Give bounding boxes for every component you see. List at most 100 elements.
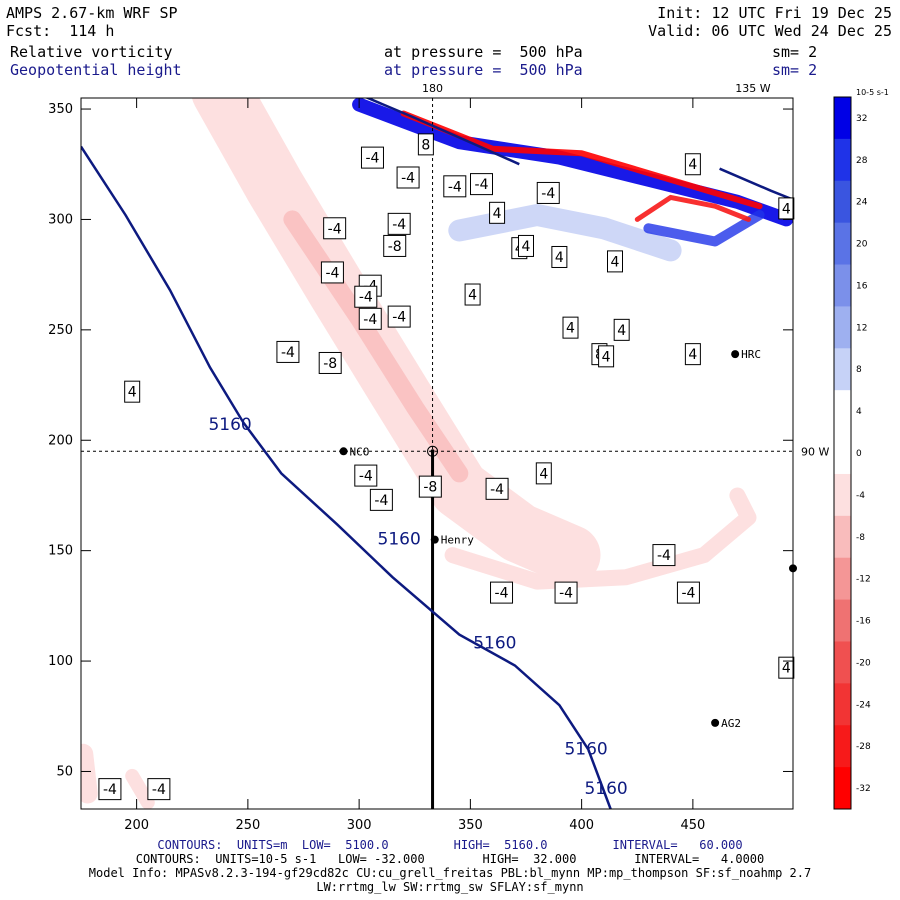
- colorbar-swatch: [834, 306, 851, 349]
- colorbar-swatch: [834, 138, 851, 182]
- top-label-180: 180: [422, 82, 443, 95]
- colorbar-level-label: 24: [856, 198, 868, 208]
- colorbar-swatch: [834, 473, 851, 517]
- vorticity-label-box: [354, 464, 378, 487]
- forecast-hour: Fcst: 114 h: [6, 22, 115, 40]
- vorticity-label-box: [124, 380, 141, 403]
- vorticity-label-box: [485, 477, 509, 500]
- vorticity-contour-label: 8: [421, 137, 430, 153]
- field2-smoothing: sm= 2: [772, 61, 818, 79]
- vorticity-contour-label: 4: [493, 206, 502, 222]
- init-time: Init: 12 UTC Fri 19 Dec 25: [657, 4, 892, 22]
- model-title: AMPS 2.67-km WRF SP: [6, 4, 178, 22]
- vorticity-contour-label: -4: [363, 312, 377, 328]
- vorticity-contour-label: 4: [555, 250, 564, 266]
- vorticity-label-box: [354, 285, 378, 308]
- station-label: Henry: [441, 534, 474, 547]
- vorticity-contour-label: 4: [611, 254, 620, 270]
- vorticity-band: [634, 194, 751, 222]
- height-contour-5160: [719, 167, 793, 201]
- height-contour-label: 5160: [378, 530, 421, 550]
- vorticity-contour-label: -4: [490, 482, 504, 498]
- vorticity-contour-label: -8: [423, 480, 437, 496]
- vorticity-contour-label: 4: [468, 288, 477, 304]
- vorticity-contour-label: -4: [365, 151, 379, 167]
- vorticity-label-box: [518, 234, 534, 257]
- footer-height-contours: CONTOURS: UNITS=m LOW= 5100.0 HIGH= 5160…: [157, 838, 743, 852]
- station-marker: [339, 447, 348, 456]
- vorticity-label-box: [613, 318, 630, 341]
- vorticity-label-box: [417, 133, 434, 156]
- colorbar-swatch: [834, 557, 851, 601]
- vorticity-band: [283, 210, 469, 483]
- colorbar-level-label: 8: [856, 365, 862, 375]
- vorticity-contour-label: -4: [559, 586, 573, 602]
- colorbar-swatch: [834, 97, 851, 140]
- x-tick-label: 350: [458, 818, 483, 833]
- colorbar-level-label: 0: [856, 449, 862, 459]
- vorticity-contour-label: -4: [374, 493, 388, 509]
- vorticity-contour-label: 4: [782, 201, 791, 217]
- vorticity-contour-label: -4: [448, 179, 462, 195]
- vorticity-band: [444, 487, 757, 590]
- height-contour-label: 5160: [208, 415, 251, 435]
- station-marker: [731, 350, 740, 359]
- colorbar-swatch: [834, 767, 851, 810]
- height-contour-5160: [364, 98, 520, 166]
- field1-name: Relative vorticity: [10, 43, 173, 61]
- vorticity-contour-label: 4: [128, 385, 137, 401]
- vorticity-label-box: [489, 201, 506, 224]
- vorticity-label-box: [684, 153, 701, 176]
- vorticity-label-box: [369, 488, 393, 511]
- station-label: NCO: [350, 445, 370, 458]
- y-tick-label: 100: [48, 654, 73, 669]
- y-tick-label: 150: [48, 544, 73, 559]
- vorticity-contour-label: -4: [541, 186, 555, 202]
- vorticity-band: [643, 210, 765, 247]
- vorticity-contour-label: 4: [688, 157, 697, 173]
- y-tick-label: 350: [48, 102, 73, 117]
- plot-border: [80, 97, 794, 810]
- vorticity-contour-labels: -4-4-4-4-48-4-4-4-4-8444-4-4-4444844-4-8…: [98, 133, 795, 801]
- colorbar-level-label: 4: [856, 407, 862, 417]
- vorticity-label-box: [676, 581, 700, 604]
- vorticity-contour-label: -4: [495, 586, 509, 602]
- colorbar-swatch: [834, 432, 851, 475]
- colorbar: 32 28 24 20 16 12 8 4 0 -4 -8 -12 -16 -20 -24 -28 -32 10-…: [833, 88, 889, 810]
- vorticity-label-box: [396, 166, 420, 189]
- x-tick-label: 200: [124, 818, 149, 833]
- vorticity-label-box: [383, 234, 407, 257]
- vorticity-label-box: [598, 345, 615, 368]
- y-tick-label: 200: [48, 433, 73, 448]
- colorbar-swatch: [834, 390, 851, 433]
- vorticity-contour-label: -8: [323, 356, 337, 372]
- colorbar-level-label: 32: [856, 114, 867, 124]
- colorbar-level-label: -20: [856, 658, 871, 668]
- vorticity-contour-label: -4: [152, 782, 166, 798]
- vorticity-contour-label: -4: [281, 345, 295, 361]
- top-label-135w: 135 W: [735, 82, 770, 95]
- vorticity-contour-label: -8: [388, 239, 402, 255]
- colorbar-level-label: -8: [856, 533, 865, 543]
- vorticity-contour-label: 4: [522, 239, 531, 255]
- vorticity-label-box: [276, 340, 300, 363]
- colorbar-level-label: 12: [856, 323, 867, 333]
- field2-level: at pressure = 500 hPa: [384, 61, 583, 79]
- vorticity-label-box: [387, 212, 411, 235]
- vorticity-contour-label: 4: [602, 349, 611, 365]
- vorticity-contour-label: -4: [681, 586, 695, 602]
- station-marker: [711, 718, 720, 727]
- x-tick-label: 250: [235, 818, 260, 833]
- vorticity-contour-label: 4: [539, 466, 548, 482]
- vorticity-label-box: [318, 351, 342, 374]
- vorticity-label-box: [490, 581, 514, 604]
- vorticity-contour-label: -4: [392, 217, 406, 233]
- vorticity-contour-label: -4: [325, 265, 339, 281]
- reference-lines: [81, 98, 793, 809]
- field1-level: at pressure = 500 hPa: [384, 43, 583, 61]
- vorticity-label-box: [360, 146, 384, 169]
- height-contour-label: 5160: [473, 633, 516, 653]
- vorticity-label-box: [554, 581, 578, 604]
- vorticity-contour-label: 4: [566, 321, 575, 337]
